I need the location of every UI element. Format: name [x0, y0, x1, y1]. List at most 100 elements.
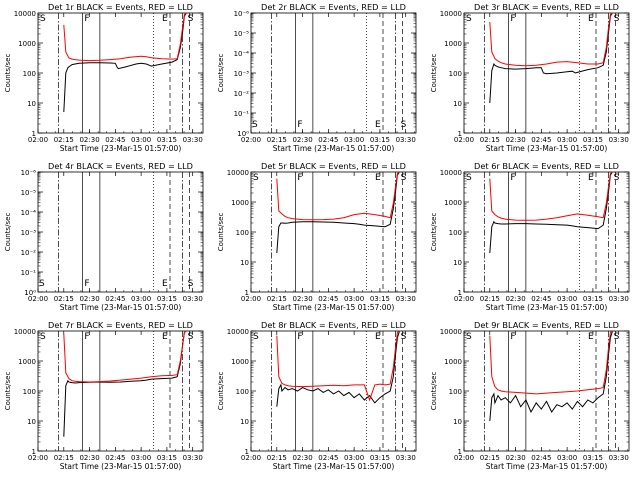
x-tick-label: 02:00 — [454, 454, 474, 462]
plot-frame — [463, 12, 630, 134]
y-tick-label: 10⁻³ — [21, 229, 37, 237]
event-marker-f: F — [510, 173, 515, 183]
event-marker-s: S — [614, 173, 620, 183]
x-tick-label: 03:15 — [157, 454, 177, 462]
x-tick-label: 03:30 — [396, 136, 416, 144]
y-tick-label: 10⁻⁶ — [21, 169, 37, 177]
series-line-lld — [489, 12, 613, 67]
x-tick-label: 02:45 — [318, 454, 338, 462]
x-tick-label: 02:00 — [241, 136, 261, 144]
chart-title: Det 4r BLACK = Events, RED = LLD — [48, 161, 193, 171]
event-marker-f: F — [297, 332, 302, 342]
x-tick-label: 02:30 — [292, 295, 312, 303]
x-axis-label: Start Time (23-Mar-15 01:57:00) — [60, 462, 182, 471]
event-marker-s: S — [614, 332, 620, 342]
y-tick-label: 10000 — [440, 169, 462, 177]
series-line-events — [63, 330, 187, 437]
x-tick-label: 03:15 — [583, 136, 603, 144]
event-marker-f: F — [84, 279, 89, 289]
y-tick-label: 10 — [240, 259, 249, 267]
event-marker-e: E — [375, 173, 381, 183]
y-tick-label: 10 — [453, 259, 462, 267]
x-tick-label: 02:45 — [531, 136, 551, 144]
event-marker-s: S — [401, 173, 407, 183]
event-marker-s: S — [466, 332, 472, 342]
x-tick-label: 02:45 — [318, 136, 338, 144]
series-line-events — [276, 171, 400, 254]
event-marker-f: F — [510, 14, 515, 24]
event-marker-f: F — [84, 14, 89, 24]
event-marker-s: S — [188, 279, 194, 289]
x-tick-label: 02:15 — [267, 136, 287, 144]
x-tick-label: 03:00 — [557, 295, 577, 303]
event-marker-s: S — [253, 332, 259, 342]
y-axis-label: Counts/sec — [430, 213, 438, 252]
y-tick-label: 10000 — [14, 10, 36, 18]
y-tick-label: 10⁻⁵ — [21, 189, 37, 197]
plot-frame — [250, 330, 417, 452]
event-marker-e: E — [162, 14, 168, 24]
y-tick-label: 100 — [449, 70, 462, 78]
y-axis-label: Counts/sec — [430, 372, 438, 411]
y-tick-label: 1000 — [444, 358, 462, 366]
series-line-events — [276, 330, 400, 407]
x-tick-label: 02:15 — [480, 454, 500, 462]
plot-frame — [250, 171, 417, 293]
chart-title: Det 6r BLACK = Events, RED = LLD — [474, 161, 619, 171]
x-tick-label: 03:15 — [583, 295, 603, 303]
y-tick-label: 1 — [32, 448, 36, 456]
x-tick-label: 02:00 — [241, 454, 261, 462]
x-tick-label: 02:30 — [79, 454, 99, 462]
y-tick-label: 10⁻⁶ — [234, 10, 250, 18]
x-tick-label: 02:15 — [480, 136, 500, 144]
chart-panel-det-8r: Det 8r BLACK = Events, RED = LLD 02:00 02:… — [217, 320, 417, 471]
y-tick-label: 10⁻² — [21, 249, 37, 257]
event-marker-f: F — [510, 332, 515, 342]
chart-panel-det-6r: Det 6r BLACK = Events, RED = LLD 02:00 02:… — [430, 161, 630, 312]
y-tick-label: 10⁻⁴ — [21, 209, 37, 217]
series-line-events — [63, 12, 187, 113]
x-tick-label: 03:15 — [157, 136, 177, 144]
x-tick-label: 03:30 — [609, 454, 629, 462]
x-tick-label: 03:30 — [183, 136, 203, 144]
x-tick-label: 02:30 — [79, 295, 99, 303]
y-tick-label: 100 — [23, 70, 36, 78]
y-tick-label: 10⁻¹ — [234, 110, 250, 118]
x-tick-label: 03:30 — [396, 454, 416, 462]
x-tick-label: 03:15 — [370, 295, 390, 303]
x-axis-label: Start Time (23-Mar-15 01:57:00) — [60, 303, 182, 312]
x-tick-label: 02:15 — [54, 295, 74, 303]
series-line-lld — [489, 171, 613, 221]
y-tick-label: 10⁻³ — [234, 70, 250, 78]
chart-panel-det-7r: Det 7r BLACK = Events, RED = LLD 02:00 02:… — [4, 320, 204, 471]
y-tick-label: 1 — [458, 130, 462, 138]
x-axis-label: Start Time (23-Mar-15 01:57:00) — [273, 462, 395, 471]
series-line-events — [489, 12, 613, 104]
y-axis-label: Counts/sec — [430, 54, 438, 93]
y-tick-label: 10000 — [14, 328, 36, 336]
y-axis-label: Counts/sec — [217, 372, 225, 411]
x-tick-label: 02:00 — [28, 136, 48, 144]
y-tick-label: 10 — [27, 418, 36, 426]
y-tick-label: 1 — [245, 448, 249, 456]
chart-panel-det-2r: Det 2r BLACK = Events, RED = LLD 02:00 02:… — [217, 2, 417, 153]
y-tick-label: 1000 — [18, 40, 36, 48]
x-tick-label: 03:15 — [370, 454, 390, 462]
x-tick-label: 02:15 — [480, 295, 500, 303]
event-marker-f: F — [297, 120, 302, 130]
x-tick-label: 03:15 — [157, 295, 177, 303]
x-tick-label: 02:45 — [531, 454, 551, 462]
event-marker-s: S — [40, 332, 46, 342]
x-axis-label: Start Time (23-Mar-15 01:57:00) — [273, 144, 395, 153]
event-marker-s: S — [252, 120, 258, 130]
x-tick-label: 02:00 — [28, 295, 48, 303]
y-tick-label: 100 — [23, 388, 36, 396]
series-line-events — [489, 330, 613, 422]
chart-title: Det 3r BLACK = Events, RED = LLD — [474, 2, 619, 12]
x-tick-label: 03:00 — [344, 295, 364, 303]
x-tick-label: 02:30 — [79, 136, 99, 144]
plot-frame — [463, 330, 630, 452]
event-marker-e: E — [588, 332, 594, 342]
chart-panel-det-5r: Det 5r BLACK = Events, RED = LLD 02:00 02:… — [217, 161, 417, 312]
